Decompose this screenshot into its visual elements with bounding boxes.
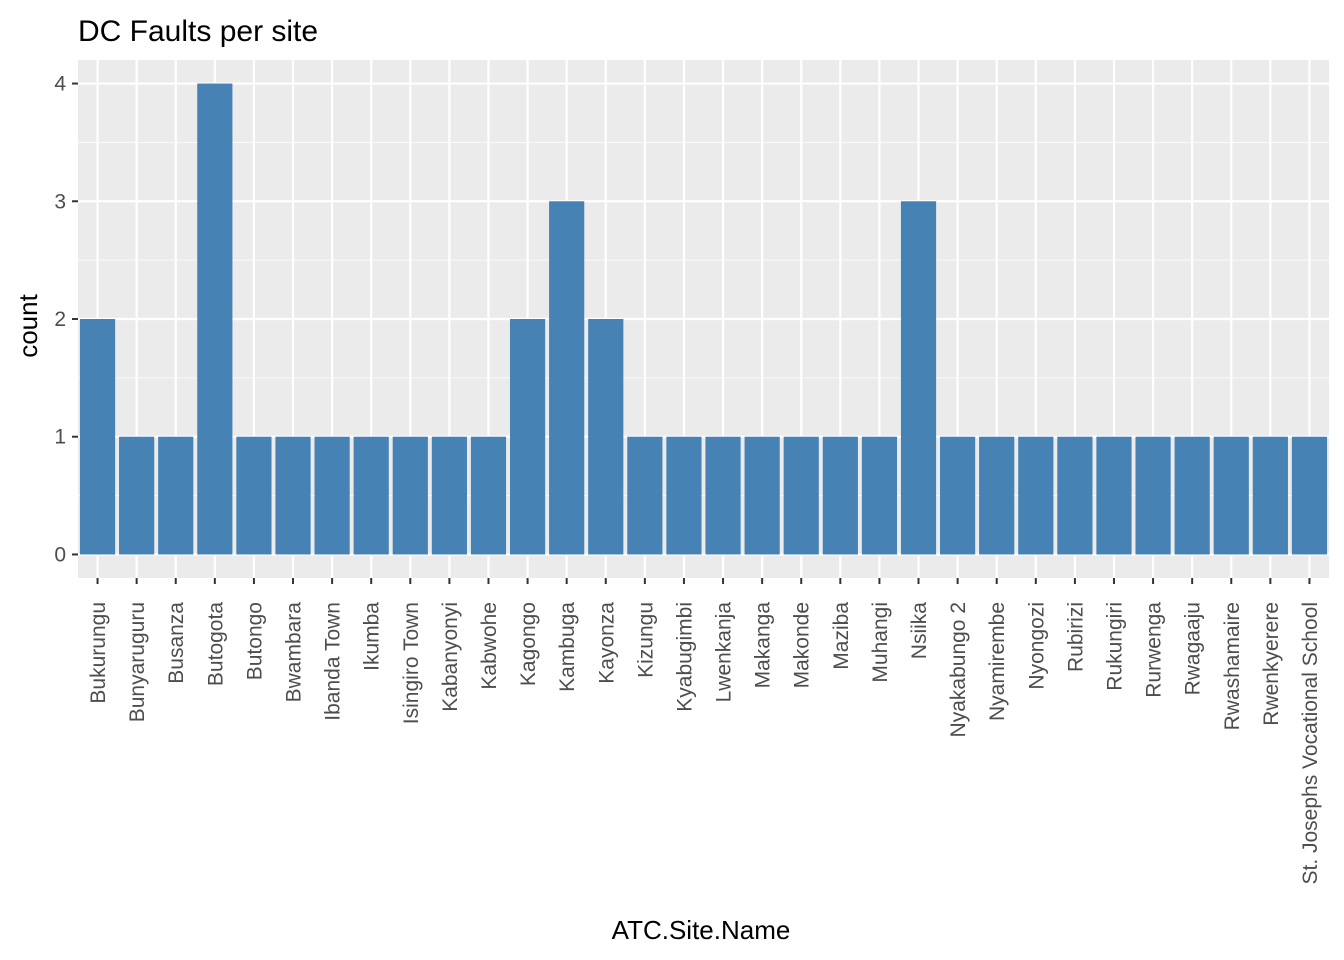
bar-maziba bbox=[822, 436, 858, 555]
x-tick-label: Bukurungu bbox=[87, 602, 110, 704]
x-tick-label: Makanga bbox=[752, 602, 775, 689]
y-tick-label: 4 bbox=[54, 73, 66, 96]
bar-bunyaruguru bbox=[119, 436, 155, 555]
x-tick-label: Ibanda Town bbox=[322, 602, 345, 721]
bar-kambuga bbox=[549, 201, 585, 555]
x-tick-label: St. Josephs Vocational School bbox=[1299, 602, 1322, 885]
x-tick-label: Rukungiri bbox=[1103, 602, 1126, 691]
x-tick-label: Busanza bbox=[165, 602, 188, 684]
x-tick-label: Muhangi bbox=[869, 602, 892, 683]
bar-st-josephs-vocational-school bbox=[1291, 436, 1328, 555]
y-axis: 0 1 2 3 4 bbox=[54, 73, 78, 566]
x-tick-label: Rwagaaju bbox=[1182, 602, 1205, 695]
x-tick-label: Nyamirembe bbox=[986, 602, 1009, 721]
bar-rurwenga bbox=[1135, 436, 1171, 555]
bar-makonde bbox=[783, 436, 819, 555]
x-tick-label: Rwenkyerere bbox=[1260, 602, 1283, 726]
bar-nyakabungo-2 bbox=[940, 436, 976, 555]
bar-butogota bbox=[197, 83, 233, 555]
bar-kabwohe bbox=[470, 436, 507, 555]
x-tick-label: Ikumba bbox=[361, 602, 384, 671]
y-tick-label: 2 bbox=[54, 308, 66, 331]
x-tick-label: Bwambara bbox=[283, 602, 306, 703]
chart-title: DC Faults per site bbox=[78, 15, 318, 48]
bar-nyamirembe bbox=[979, 436, 1015, 555]
bar-muhangi bbox=[861, 436, 898, 555]
bar-rwagaaju bbox=[1174, 436, 1210, 555]
x-tick-label: Isingiro Town bbox=[400, 602, 423, 724]
bar-bukurungu bbox=[79, 319, 116, 555]
bar-kabanyonyi bbox=[431, 436, 467, 555]
x-tick-label: Kabanyonyi bbox=[439, 602, 462, 712]
x-axis-title: ATC.Site.Name bbox=[612, 915, 791, 945]
bar-makanga bbox=[744, 436, 780, 555]
bar-rubirizi bbox=[1057, 436, 1093, 555]
x-tick-label: Kambuga bbox=[556, 602, 579, 692]
bar-rwashamaire bbox=[1213, 436, 1249, 555]
x-tick-label: Nyakabungo 2 bbox=[947, 602, 970, 737]
bar-kayonza bbox=[588, 319, 624, 555]
bar-kagongo bbox=[509, 319, 546, 555]
x-tick-label: Rurwenga bbox=[1143, 602, 1166, 698]
x-axis: Bukurungu Bunyaruguru Busanza Butogota Buton… bbox=[87, 578, 1322, 885]
bar-isingiro-town bbox=[392, 436, 428, 555]
x-tick-label: Kizungu bbox=[634, 602, 657, 678]
bar-rukungiri bbox=[1096, 436, 1132, 555]
x-tick-label: Maziba bbox=[830, 602, 853, 670]
bar-ibanda-town bbox=[314, 436, 350, 555]
bar-butongo bbox=[236, 436, 272, 555]
x-tick-label: Nyongozi bbox=[1025, 602, 1048, 690]
y-tick-label: 0 bbox=[54, 543, 66, 566]
x-tick-label: Makonde bbox=[791, 602, 814, 688]
y-tick-label: 3 bbox=[54, 190, 66, 213]
bar-kizungu bbox=[627, 436, 663, 555]
bar-lwenkanja bbox=[705, 436, 741, 555]
bar-kyabugimbi bbox=[666, 436, 702, 555]
bar-busanza bbox=[158, 436, 194, 555]
bar-ikumba bbox=[353, 436, 389, 555]
x-tick-label: Kayonza bbox=[595, 602, 618, 684]
x-tick-label: Rwashamaire bbox=[1221, 602, 1244, 730]
x-tick-label: Bunyaruguru bbox=[126, 602, 149, 722]
bar-rwenkyerere bbox=[1252, 436, 1288, 555]
x-tick-label: Lwenkanja bbox=[713, 602, 736, 703]
y-axis-title: count bbox=[13, 293, 43, 357]
bar-bwambara bbox=[275, 436, 311, 555]
x-tick-label: Nsiika bbox=[908, 602, 931, 659]
x-tick-label: Butogota bbox=[204, 602, 227, 686]
x-tick-label: Kagongo bbox=[517, 602, 540, 686]
bar-nyongozi bbox=[1018, 436, 1054, 555]
x-tick-label: Butongo bbox=[243, 602, 266, 680]
bar-nsiika bbox=[900, 201, 937, 555]
x-tick-label: Rubirizi bbox=[1064, 602, 1087, 672]
x-tick-label: Kabwohe bbox=[478, 602, 501, 690]
bars bbox=[79, 83, 1328, 555]
y-tick-label: 1 bbox=[54, 426, 66, 449]
x-tick-label: Kyabugimbi bbox=[673, 602, 696, 712]
